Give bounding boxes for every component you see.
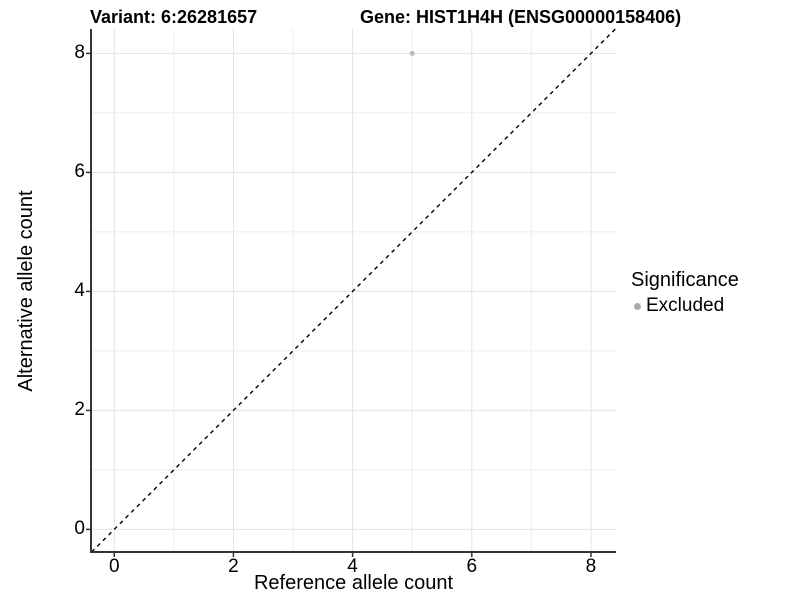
legend-key-dot-icon xyxy=(634,302,641,310)
y-axis-title: Alternative allele count xyxy=(15,190,37,392)
x-tick-label: 0 xyxy=(108,556,120,577)
y-tick-label: 6 xyxy=(74,161,85,183)
plot-title-variant: Variant: 6:26281657 xyxy=(90,7,258,27)
y-tick-label: 0 xyxy=(74,518,85,540)
plot-title-gene: Gene: HIST1H4H (ENSG00000158406) xyxy=(360,7,682,27)
y-tick-label: 2 xyxy=(74,399,85,421)
data-point xyxy=(409,50,415,56)
x-tick-label: 2 xyxy=(228,556,239,577)
identity-line xyxy=(91,28,616,553)
x-tick-label: 4 xyxy=(347,556,358,577)
x-axis-title: Reference allele count xyxy=(253,572,453,594)
legend-title: Significance xyxy=(631,269,739,291)
y-tick-label: 4 xyxy=(74,280,85,302)
legend-item-label: Excluded xyxy=(646,295,725,316)
x-tick-label: 8 xyxy=(585,556,597,577)
legend: Significance Excluded xyxy=(631,269,739,317)
x-tick-label: 6 xyxy=(466,556,478,577)
y-tick-label: 8 xyxy=(74,42,85,64)
legend-item-excluded: Excluded xyxy=(631,295,739,317)
